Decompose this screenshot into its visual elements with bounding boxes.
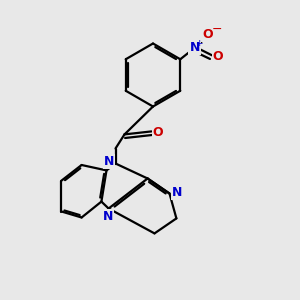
Text: O: O xyxy=(213,50,224,63)
Text: +: + xyxy=(195,38,202,47)
Text: N: N xyxy=(103,209,113,223)
Text: O: O xyxy=(153,126,164,139)
Text: N: N xyxy=(104,155,114,168)
Text: N: N xyxy=(172,185,182,199)
Text: −: − xyxy=(212,23,222,36)
Text: O: O xyxy=(202,28,213,41)
Text: N: N xyxy=(190,41,200,54)
